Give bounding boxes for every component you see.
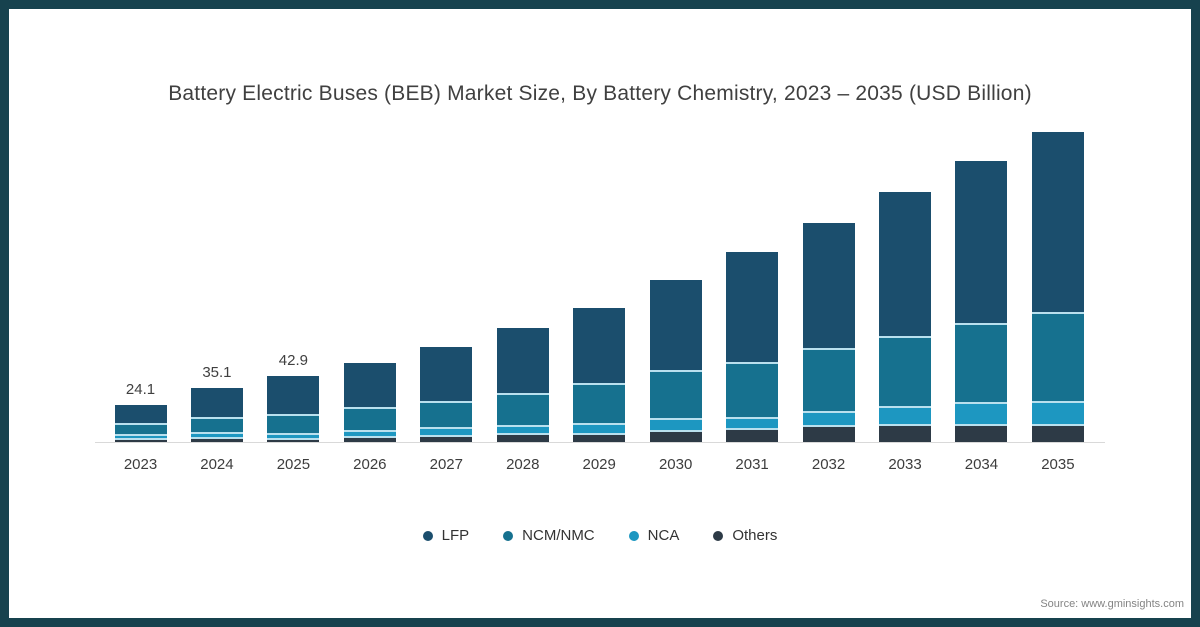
- bar-segment-lfp-2024[interactable]: [190, 387, 243, 418]
- bar-segment-ncm-nmc-2029[interactable]: [573, 383, 626, 423]
- legend-item-lfp[interactable]: LFP: [422, 527, 470, 544]
- bar-segment-others-2035[interactable]: [1031, 423, 1084, 442]
- bar-segment-ncm-nmc-2030[interactable]: [649, 369, 702, 419]
- bar-segment-lfp-2033[interactable]: [879, 191, 931, 337]
- bar-value-label-2023: 24.1: [125, 380, 156, 398]
- bar-segment-nca-2028[interactable]: [496, 425, 549, 433]
- bar-2023[interactable]: [114, 404, 167, 442]
- bar-segment-ncm-nmc-2023[interactable]: [114, 422, 167, 434]
- bar-segment-lfp-2034[interactable]: [955, 160, 1008, 323]
- bar-segment-others-2026[interactable]: [343, 435, 396, 442]
- legend-item-nca[interactable]: NCA: [628, 527, 680, 544]
- legend-dot-icon: [628, 530, 639, 541]
- x-tick-label-2035: 2035: [1041, 456, 1075, 473]
- bar-segment-others-2034[interactable]: [955, 424, 1008, 442]
- bar-segment-nca-2030[interactable]: [649, 418, 702, 431]
- legend-dot-icon: [503, 530, 514, 541]
- bar-segment-others-2031[interactable]: [726, 428, 779, 442]
- plot-area: 24.1 35.1 42.9: [95, 120, 1105, 443]
- bar-segment-ncm-nmc-2024[interactable]: [190, 417, 243, 432]
- bar-2025[interactable]: [267, 375, 320, 442]
- bar-2034[interactable]: [955, 160, 1008, 442]
- x-tick-label-2024: 2024: [200, 456, 234, 473]
- legend-dot-icon: [713, 530, 724, 541]
- bar-segment-lfp-2030[interactable]: [649, 279, 702, 370]
- chart-title: Battery Electric Buses (BEB) Market Size…: [168, 82, 1032, 105]
- legend-label: LFP: [441, 527, 470, 544]
- bar-segment-ncm-nmc-2031[interactable]: [726, 361, 779, 418]
- x-tick-label-2029: 2029: [582, 456, 616, 473]
- bar-value-label-2024: 35.1: [202, 363, 232, 381]
- bar-segment-ncm-nmc-2028[interactable]: [496, 392, 549, 426]
- x-axis: 2023 2024 2025 2026 2027 2028 2029 2030 2031 2032…: [95, 456, 1105, 476]
- bar-segment-others-2028[interactable]: [496, 433, 549, 442]
- bar-segment-ncm-nmc-2026[interactable]: [343, 406, 396, 430]
- legend-item-others[interactable]: Others: [713, 527, 777, 544]
- bar-segment-ncm-nmc-2032[interactable]: [802, 348, 855, 412]
- x-tick-label-2033: 2033: [888, 456, 922, 473]
- x-tick-label-2030: 2030: [658, 456, 693, 473]
- bar-segment-lfp-2025[interactable]: [267, 375, 320, 414]
- bar-segment-lfp-2029[interactable]: [573, 307, 626, 384]
- bar-segment-lfp-2032[interactable]: [802, 222, 855, 349]
- x-tick-label-2023: 2023: [123, 456, 158, 473]
- bar-2033[interactable]: [879, 191, 931, 442]
- x-tick-label-2031: 2031: [735, 456, 769, 473]
- bar-segment-others-2024[interactable]: [190, 436, 243, 442]
- bar-segment-nca-2023[interactable]: [114, 434, 167, 438]
- bar-2024[interactable]: [190, 387, 243, 442]
- x-tick-label-2026: 2026: [353, 456, 387, 473]
- source-note: Source: www.gminsights.com: [1040, 598, 1184, 610]
- bar-segment-others-2033[interactable]: [879, 424, 931, 442]
- bar-segment-ncm-nmc-2027[interactable]: [420, 401, 473, 427]
- legend: LFP NCM/NMC NCA Others: [0, 527, 1200, 544]
- bar-2031[interactable]: [726, 252, 779, 442]
- bar-segment-others-2023[interactable]: [114, 438, 167, 442]
- bar-segment-lfp-2035[interactable]: [1031, 131, 1084, 312]
- bar-segment-others-2027[interactable]: [420, 434, 473, 442]
- bar-segment-lfp-2028[interactable]: [496, 327, 549, 393]
- bar-segment-nca-2026[interactable]: [343, 429, 396, 436]
- bar-segment-ncm-nmc-2035[interactable]: [1031, 311, 1084, 401]
- bar-segment-nca-2033[interactable]: [879, 406, 931, 425]
- bar-2026[interactable]: [343, 362, 396, 442]
- x-tick-label-2028: 2028: [506, 456, 540, 473]
- bar-segment-lfp-2026[interactable]: [343, 362, 396, 407]
- bar-2027[interactable]: [420, 347, 473, 442]
- bar-2032[interactable]: [802, 222, 855, 442]
- bar-segment-others-2032[interactable]: [802, 425, 855, 442]
- bar-segment-nca-2025[interactable]: [267, 433, 320, 439]
- bar-2035[interactable]: [1031, 131, 1084, 442]
- bar-segment-nca-2031[interactable]: [726, 417, 779, 429]
- x-tick-label-2032: 2032: [811, 456, 846, 473]
- x-tick-label-2027: 2027: [429, 456, 463, 473]
- bar-2029[interactable]: [573, 307, 626, 442]
- legend-label: NCA: [647, 527, 680, 544]
- x-tick-label-2034: 2034: [964, 456, 999, 473]
- bar-segment-nca-2035[interactable]: [1031, 400, 1084, 424]
- legend-item-ncm-nmc[interactable]: NCM/NMC: [503, 527, 595, 544]
- bar-segment-nca-2024[interactable]: [190, 431, 243, 437]
- bar-segment-ncm-nmc-2033[interactable]: [879, 336, 931, 407]
- bar-segment-nca-2029[interactable]: [573, 422, 626, 434]
- bar-segment-others-2029[interactable]: [573, 433, 626, 442]
- x-tick-label-2025: 2025: [276, 456, 311, 473]
- bar-segment-lfp-2031[interactable]: [726, 252, 779, 362]
- legend-label: NCM/NMC: [522, 527, 595, 544]
- bar-segment-others-2025[interactable]: [267, 438, 320, 442]
- legend-dot-icon: [422, 530, 433, 541]
- bar-segment-lfp-2027[interactable]: [420, 347, 473, 402]
- bar-2028[interactable]: [496, 327, 549, 442]
- bar-segment-ncm-nmc-2034[interactable]: [955, 322, 1008, 403]
- bar-segment-lfp-2023[interactable]: [114, 404, 167, 423]
- bar-segment-ncm-nmc-2025[interactable]: [267, 413, 320, 434]
- bar-value-label-2025: 42.9: [278, 351, 308, 369]
- legend-label: Others: [732, 527, 778, 544]
- bar-segment-nca-2032[interactable]: [802, 411, 855, 425]
- bar-segment-nca-2027[interactable]: [420, 426, 473, 435]
- bar-segment-others-2030[interactable]: [649, 430, 702, 442]
- bar-segment-nca-2034[interactable]: [955, 402, 1008, 425]
- bar-2030[interactable]: [649, 279, 702, 442]
